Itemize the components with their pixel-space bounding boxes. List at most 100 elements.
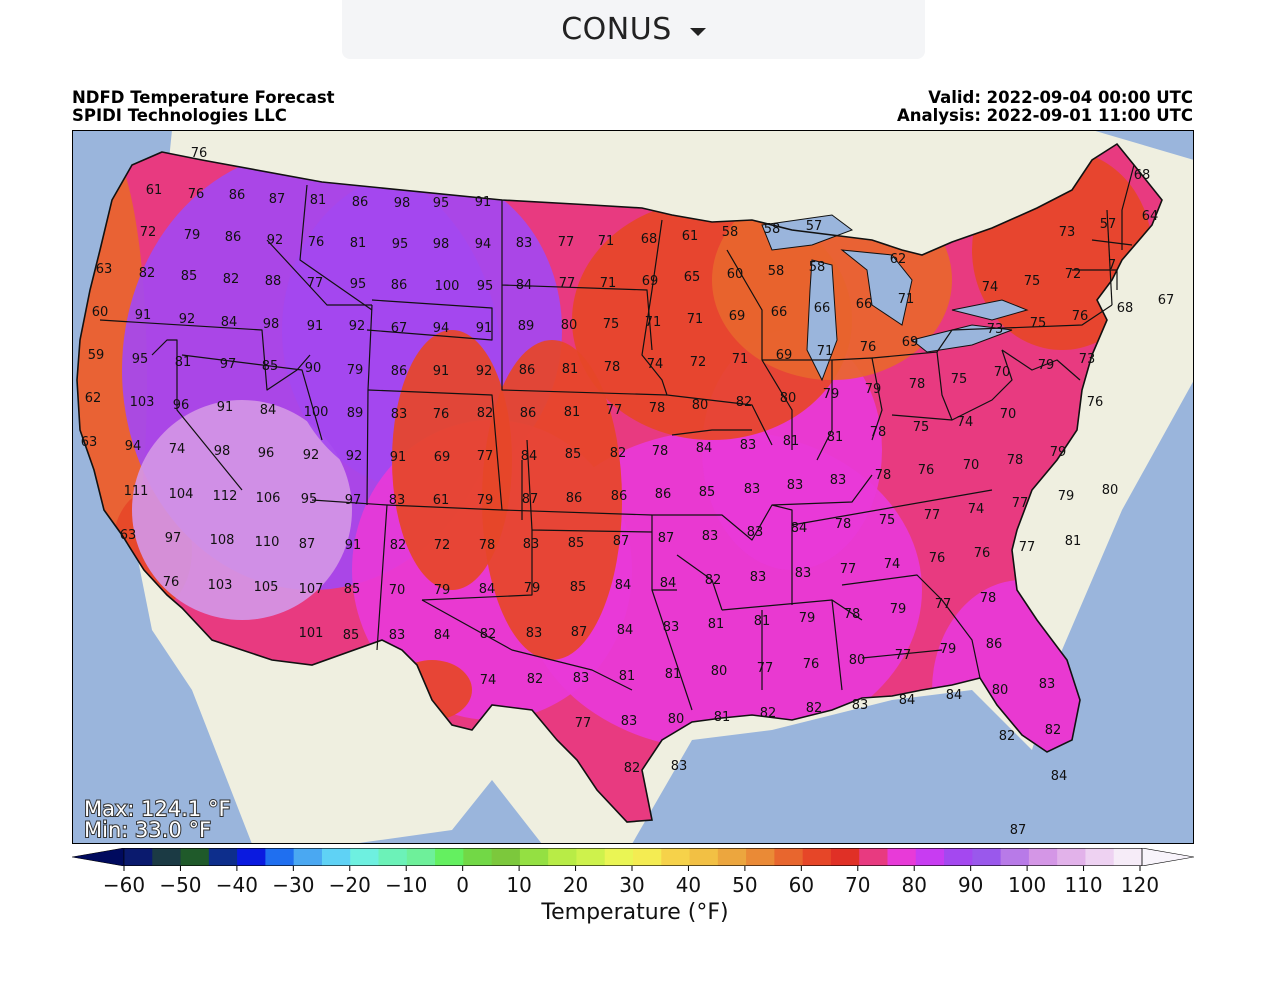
temp-value-label: 72 (434, 538, 451, 553)
temp-value-label: 86 (520, 406, 537, 421)
temp-value-label: 72 (690, 355, 707, 370)
temp-value-label: 81 (564, 405, 581, 420)
temp-value-label: 83 (795, 566, 812, 581)
colorbar-tick-label: −50 (159, 873, 201, 896)
temp-value-label: 98 (433, 237, 450, 252)
temp-value-label: 85 (181, 269, 198, 284)
temp-value-label: 69 (776, 348, 793, 363)
temp-value-label: 76 (1072, 309, 1089, 324)
temp-value-label: 76 (163, 575, 180, 590)
temp-value-label: 78 (875, 468, 892, 483)
temp-value-label: 87 (571, 625, 588, 640)
temp-value-label: 77 (840, 562, 857, 577)
temp-value-label: 91 (475, 195, 492, 210)
temp-value-label: 78 (1007, 453, 1024, 468)
temp-value-label: 87 (299, 537, 316, 552)
great-lake (910, 324, 1013, 353)
temp-value-label: 62 (890, 252, 907, 267)
temp-value-label: 85 (699, 485, 716, 500)
colorbar-segment (1028, 848, 1058, 866)
temp-value-label: 108 (210, 533, 235, 548)
temp-value-label: 82 (527, 672, 544, 687)
temp-value-label: 81 (754, 614, 771, 629)
temp-value-label: 76 (803, 657, 820, 672)
temp-value-label: 79 (823, 387, 840, 402)
temp-value-label: 69 (434, 450, 451, 465)
temp-value-label: 76 (860, 340, 877, 355)
colorbar-border (123, 848, 1143, 866)
colorbar-segment (350, 848, 380, 866)
temp-value-label: 84 (434, 628, 451, 643)
temp-value-label: 79 (184, 228, 201, 243)
temp-value-label: 88 (265, 274, 282, 289)
temp-value-label: 81 (175, 355, 192, 370)
temp-value-label: 97 (345, 493, 362, 508)
colorbar-segment (237, 848, 266, 866)
temp-value-label: 86 (391, 364, 408, 379)
temp-value-label: 97 (220, 357, 237, 372)
temp-value-label: 81 (827, 430, 844, 445)
temp-value-label: 79 (799, 611, 816, 626)
temp-value-label: 83 (391, 407, 408, 422)
temp-value-label: 78 (870, 425, 887, 440)
temp-value-label: 78 (652, 444, 669, 459)
colorbar-tick-label: 10 (506, 873, 531, 896)
colorbar-tick-label: 30 (619, 873, 644, 896)
colorbar-segment (887, 848, 917, 866)
colorbar-tick-label: 0 (456, 873, 469, 896)
temp-value-label: 84 (1051, 769, 1068, 784)
temp-value-label: 87 (269, 192, 286, 207)
temp-value-label: 80 (849, 653, 866, 668)
temp-value-label: 86 (611, 489, 628, 504)
colorbar-over-arrow (1141, 847, 1195, 867)
map-header-left: NDFD Temperature Forecast SPIDI Technolo… (72, 89, 335, 125)
max-min-box: Max: 124.1 °F Min: 33.0 °F (83, 796, 232, 843)
temp-value-label: 86 (986, 637, 1003, 652)
colorbar-segment (576, 848, 606, 866)
temp-value-label: 84 (617, 623, 634, 638)
colorbar-tick-label: 60 (789, 873, 814, 896)
great-lake (806, 259, 838, 382)
temp-value-label: 82 (480, 627, 497, 642)
temp-value-label: 77 (477, 449, 494, 464)
temp-value-label: 76 (433, 407, 450, 422)
temp-value-label: 84 (946, 688, 963, 703)
temp-value-label: 77 (606, 403, 623, 418)
colorbar-segment (152, 848, 182, 866)
temp-value-label: 95 (433, 196, 450, 211)
temp-value-label: 74 (169, 442, 186, 457)
chevron-down-icon (689, 27, 706, 36)
colorbar-segment (1113, 848, 1143, 866)
temp-value-label: 80 (992, 683, 1009, 698)
temp-value-label: 61 (433, 493, 450, 508)
temp-value-label: 92 (346, 449, 363, 464)
temp-value-label: 69 (642, 274, 659, 289)
temp-value-label: 87 (613, 534, 630, 549)
temp-value-label: 79 (477, 493, 494, 508)
temp-value-label: 62 (85, 391, 102, 406)
temp-value-label: 61 (146, 183, 163, 198)
temp-value-label: 84 (791, 521, 808, 536)
temp-value-label: 76 (929, 551, 946, 566)
colorbar-segment (1085, 848, 1115, 866)
temp-value-label: 58 (722, 225, 739, 240)
temp-value-label: 74 (884, 557, 901, 572)
temp-value-label: 77 (559, 276, 576, 291)
temp-value-label: 83 (389, 628, 406, 643)
temp-value-label: 82 (610, 446, 627, 461)
temp-value-label: 82 (705, 573, 722, 588)
temp-value-label: 70 (1000, 407, 1017, 422)
temp-value-label: 79 (434, 583, 451, 598)
colorbar-segment (491, 848, 521, 866)
heat-region (482, 340, 622, 660)
temp-value-label: 82 (139, 266, 156, 281)
min-temp-label: Min: 33.0 °F (84, 818, 211, 842)
temp-value-label: 83 (389, 493, 406, 508)
temp-value-label: 110 (255, 535, 280, 550)
colorbar-title: Temperature (°F) (541, 900, 729, 925)
temp-value-label: 72 (140, 225, 157, 240)
temp-value-label: 77 (1012, 496, 1029, 511)
temp-value-label: 74 (982, 280, 999, 295)
temp-value-label: 81 (708, 617, 725, 632)
region-dropdown[interactable]: CONUS (342, 0, 925, 59)
